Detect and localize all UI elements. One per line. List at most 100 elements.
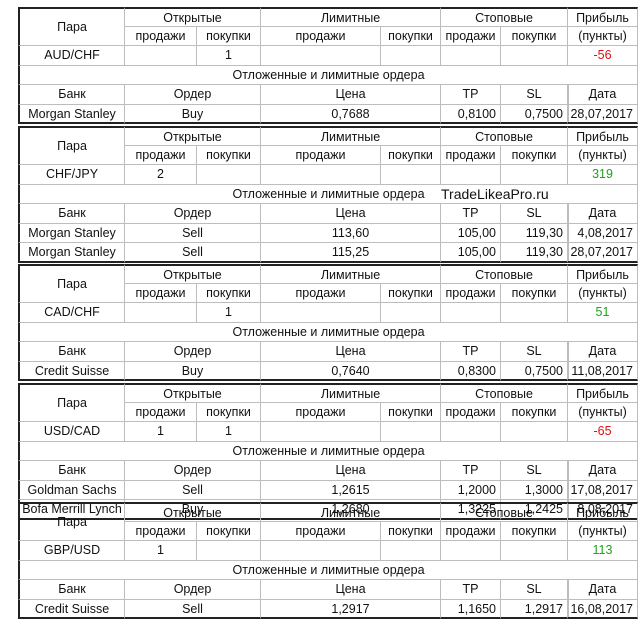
open-sells-header: продажи bbox=[125, 283, 197, 303]
profit-header: Прибыль bbox=[568, 383, 638, 403]
limit-sells-header: продажи bbox=[261, 521, 381, 541]
order-date: 28,07,2017 bbox=[568, 104, 638, 124]
order-bank: Credit Suisse bbox=[18, 599, 125, 619]
open-sells-header: продажи bbox=[125, 402, 197, 422]
date-header: Дата bbox=[568, 342, 638, 362]
total-profit-value: 319 bbox=[568, 165, 638, 185]
limit-sells-value bbox=[261, 303, 381, 323]
stop-header: Стоповые bbox=[441, 7, 568, 27]
open-buys-header: покупки bbox=[197, 283, 261, 303]
open-sells-header: продажи bbox=[125, 145, 197, 165]
stop-header: Стоповые bbox=[441, 126, 568, 146]
stop-buys-header: покупки bbox=[501, 402, 568, 422]
stop-header: Стоповые bbox=[441, 264, 568, 284]
order-tp: 105,00 bbox=[441, 223, 501, 243]
pending-orders-title: Отложенные и лимитные ордера bbox=[18, 322, 638, 342]
points-header: (пункты) bbox=[568, 283, 638, 303]
order-tp: 1,3225 bbox=[441, 500, 501, 520]
open-buys-header: покупки bbox=[197, 521, 261, 541]
stop-buys-header: покупки bbox=[501, 145, 568, 165]
order-bank: Morgan Stanley bbox=[18, 223, 125, 243]
pair-header: Пара bbox=[18, 126, 125, 165]
limit-sells-header: продажи bbox=[261, 283, 381, 303]
limit-sells-value bbox=[261, 541, 381, 561]
profit-header: Прибыль bbox=[568, 7, 638, 27]
open-header: Открытые bbox=[125, 502, 261, 522]
open-buys-value bbox=[197, 165, 261, 185]
order-price: 0,7640 bbox=[261, 361, 441, 381]
bank-header: Банк bbox=[18, 461, 125, 481]
open-buys-value: 1 bbox=[197, 46, 261, 66]
open-buys-header: покупки bbox=[197, 26, 261, 46]
date-header: Дата bbox=[568, 461, 638, 481]
limit-sells-header: продажи bbox=[261, 402, 381, 422]
order-header: Ордер bbox=[125, 461, 261, 481]
open-buys-value: 1 bbox=[197, 422, 261, 442]
limit-buys-value bbox=[381, 541, 441, 561]
price-header: Цена bbox=[261, 342, 441, 362]
profit-header: Прибыль bbox=[568, 502, 638, 522]
stop-buys-value bbox=[501, 303, 568, 323]
stop-sells-value bbox=[441, 165, 501, 185]
points-header: (пункты) bbox=[568, 145, 638, 165]
order-header: Ордер bbox=[125, 580, 261, 600]
order-bank: Morgan Stanley bbox=[18, 104, 125, 124]
limit-sells-value bbox=[261, 422, 381, 442]
limit-buys-header: покупки bbox=[381, 521, 441, 541]
stop-buys-value bbox=[501, 541, 568, 561]
limit-buys-header: покупки bbox=[381, 402, 441, 422]
pair-name: AUD/CHF bbox=[18, 46, 125, 66]
tp-header: TP bbox=[441, 580, 501, 600]
limit-header: Лимитные bbox=[261, 126, 441, 146]
sl-header: SL bbox=[501, 461, 568, 481]
price-header: Цена bbox=[261, 461, 441, 481]
order-date: 28,07,2017 bbox=[568, 243, 638, 263]
order-sl: 0,7500 bbox=[501, 104, 568, 124]
stop-sells-value bbox=[441, 303, 501, 323]
bank-header: Банк bbox=[18, 85, 125, 105]
open-sells-value: 1 bbox=[125, 541, 197, 561]
order-tp: 0,8300 bbox=[441, 361, 501, 381]
order-tp: 105,00 bbox=[441, 243, 501, 263]
open-header: Открытые bbox=[125, 383, 261, 403]
limit-sells-value bbox=[261, 46, 381, 66]
stop-sells-header: продажи bbox=[441, 26, 501, 46]
order-direction: Sell bbox=[125, 243, 261, 263]
stop-header: Стоповые bbox=[441, 502, 568, 522]
stop-buys-header: покупки bbox=[501, 26, 568, 46]
pair-header: Пара bbox=[18, 502, 125, 541]
open-buys-value: 1 bbox=[197, 303, 261, 323]
order-sl: 119,30 bbox=[501, 223, 568, 243]
order-direction: Sell bbox=[125, 599, 261, 619]
total-profit-value: 113 bbox=[568, 541, 638, 561]
order-header: Ордер bbox=[125, 342, 261, 362]
bank-header: Банк bbox=[18, 342, 125, 362]
limit-buys-header: покупки bbox=[381, 283, 441, 303]
stop-buys-header: покупки bbox=[501, 283, 568, 303]
order-date: 17,08,2017 bbox=[568, 480, 638, 500]
pair-header: Пара bbox=[18, 383, 125, 422]
order-sl: 1,3000 bbox=[501, 480, 568, 500]
open-header: Открытые bbox=[125, 264, 261, 284]
limit-sells-value bbox=[261, 165, 381, 185]
order-tp: 1,1650 bbox=[441, 599, 501, 619]
order-header: Ордер bbox=[125, 204, 261, 224]
order-date: 16,08,2017 bbox=[568, 599, 638, 619]
order-price: 1,2917 bbox=[261, 599, 441, 619]
tp-header: TP bbox=[441, 342, 501, 362]
limit-header: Лимитные bbox=[261, 502, 441, 522]
order-bank: Credit Suisse bbox=[18, 361, 125, 381]
stop-buys-value bbox=[501, 422, 568, 442]
date-header: Дата bbox=[568, 580, 638, 600]
profit-header: Прибыль bbox=[568, 264, 638, 284]
total-profit-value: -65 bbox=[568, 422, 638, 442]
limit-buys-header: покупки bbox=[381, 26, 441, 46]
stop-buys-value bbox=[501, 165, 568, 185]
stop-sells-header: продажи bbox=[441, 283, 501, 303]
limit-header: Лимитные bbox=[261, 7, 441, 27]
bank-header: Банк bbox=[18, 204, 125, 224]
price-header: Цена bbox=[261, 580, 441, 600]
order-bank: Goldman Sachs bbox=[18, 480, 125, 500]
limit-sells-header: продажи bbox=[261, 26, 381, 46]
